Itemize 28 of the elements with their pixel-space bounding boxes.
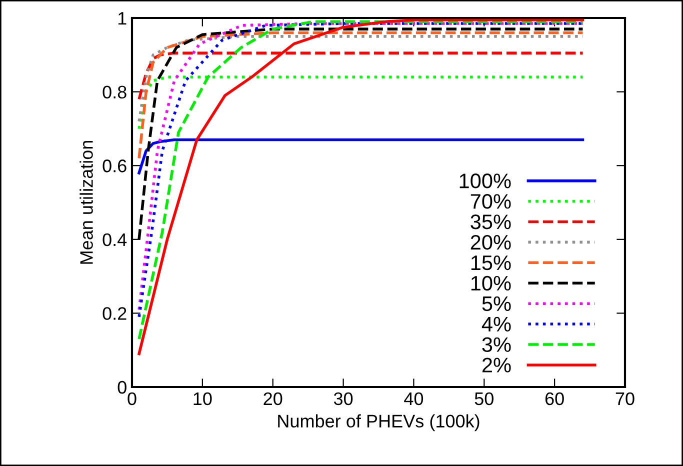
legend-label: 70% bbox=[470, 194, 511, 209]
legend-label: 20% bbox=[470, 234, 511, 250]
legend-label: 2% bbox=[482, 358, 511, 372]
y-tick-label: 0.6 bbox=[102, 160, 126, 172]
legend-label: 3% bbox=[482, 337, 511, 352]
x-tick-label: 70 bbox=[616, 392, 634, 406]
y-tick-label: 0.4 bbox=[102, 233, 127, 246]
legend-label: 5% bbox=[482, 296, 511, 312]
x-axis-title: Number of PHEVs (100k) bbox=[278, 414, 480, 432]
y-tick-label: 0 bbox=[118, 380, 126, 394]
line-series bbox=[138, 76, 584, 130]
legend-label: 10% bbox=[471, 276, 511, 291]
x-tick-label: 50 bbox=[474, 392, 494, 406]
y-axis-title: Mean utilization bbox=[80, 140, 93, 264]
legend-label: 100% bbox=[460, 174, 511, 188]
x-tick-label: 30 bbox=[334, 392, 353, 406]
legend-label: 15% bbox=[471, 255, 511, 270]
x-tick-label: 10 bbox=[194, 392, 212, 406]
x-tick-label: 20 bbox=[264, 392, 282, 406]
x-tick-label: 40 bbox=[404, 392, 424, 406]
legend-label: 35% bbox=[470, 214, 511, 230]
y-tick-label: 0.2 bbox=[102, 307, 126, 320]
line-series bbox=[138, 31, 584, 160]
legend-label: 4% bbox=[482, 316, 511, 332]
y-tick-label: 0.8 bbox=[102, 86, 126, 99]
x-tick-label: 0 bbox=[128, 392, 136, 406]
x-tick-label: 60 bbox=[545, 392, 564, 406]
y-tick-label: 1 bbox=[118, 12, 126, 25]
